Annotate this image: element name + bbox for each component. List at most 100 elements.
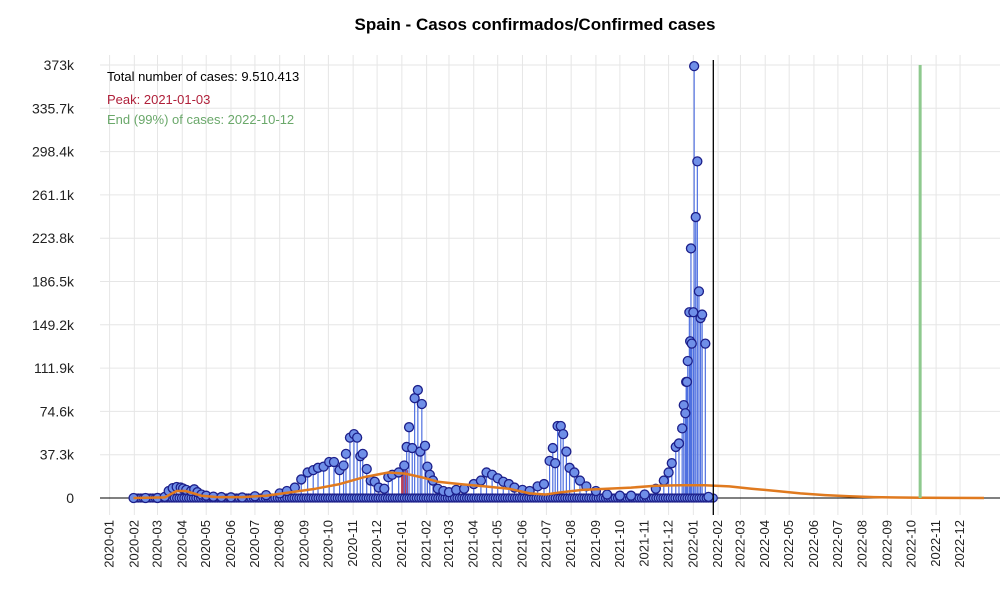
data-point <box>693 286 705 297</box>
data-point <box>296 474 307 485</box>
data-point <box>357 448 368 460</box>
x-tick-label: 2021-07 <box>538 520 553 568</box>
x-tick-label: 2020-05 <box>198 520 213 568</box>
x-axis-ticks: 2020-01 2020-02 2020-03 2020-04 2020-05 2020-… <box>102 520 967 568</box>
y-tick-label: 74.6k <box>40 403 75 419</box>
y-tick-label: 298.4k <box>32 144 75 160</box>
data-point <box>685 243 697 254</box>
data-point <box>681 376 693 388</box>
grid <box>100 55 1000 515</box>
y-tick-label: 373k <box>44 57 75 73</box>
x-tick-label: 2021-11 <box>637 520 652 567</box>
x-tick-label: 2020-04 <box>174 520 189 568</box>
data-stems <box>132 66 710 498</box>
fit-curve <box>133 471 985 500</box>
data-point <box>703 491 714 502</box>
x-tick-label: 2021-09 <box>588 520 603 568</box>
data-point <box>538 478 550 490</box>
x-tick-label: 2022-11 <box>928 520 943 567</box>
data-point <box>351 432 363 443</box>
x-tick-label: 2020-12 <box>369 520 384 568</box>
data-point <box>419 440 431 451</box>
x-tick-label: 2022-12 <box>952 520 967 568</box>
x-tick-label: 2022-04 <box>757 520 772 568</box>
data-point <box>678 399 689 411</box>
x-tick-label: 2021-03 <box>441 520 456 568</box>
data-point <box>550 458 561 469</box>
y-tick-label: 149.2k <box>32 317 75 333</box>
data-point <box>328 456 340 468</box>
data-point <box>666 458 677 469</box>
data-point <box>690 211 701 223</box>
x-tick-label: 2020-06 <box>223 520 238 568</box>
data-point <box>601 489 613 500</box>
data-point <box>475 475 487 486</box>
data-point <box>416 398 427 410</box>
chart-title: Spain - Casos confirmados/Confirmed case… <box>355 15 716 34</box>
x-tick-label: 2021-05 <box>490 520 505 568</box>
data-point <box>412 384 423 396</box>
data-point <box>677 423 688 434</box>
x-tick-label: 2021-10 <box>612 520 627 568</box>
x-tick-label: 2021-04 <box>466 520 481 568</box>
data-points <box>128 61 718 504</box>
data-point <box>558 429 569 440</box>
x-tick-label: 2021-02 <box>419 520 434 568</box>
data-point <box>682 355 693 367</box>
x-tick-label: 2021-08 <box>563 520 578 568</box>
y-tick-label: 37.3k <box>40 447 75 463</box>
y-tick-label: 223.8k <box>32 230 75 246</box>
data-point <box>403 422 415 433</box>
y-tick-label: 335.7k <box>32 100 75 116</box>
data-point <box>625 490 637 501</box>
data-point <box>340 448 352 460</box>
annotation-total: Total number of cases: 9.510.413 <box>107 69 299 84</box>
x-tick-label: 2022-05 <box>781 520 796 568</box>
data-point <box>673 438 685 449</box>
data-point <box>569 467 580 478</box>
x-tick-label: 2022-08 <box>855 520 870 568</box>
x-tick-label: 2020-01 <box>102 520 117 568</box>
data-point <box>547 442 558 454</box>
x-tick-label: 2020-08 <box>272 520 287 568</box>
data-point <box>361 463 372 475</box>
x-tick-label: 2020-10 <box>320 520 335 568</box>
data-point <box>399 460 410 471</box>
x-tick-label: 2022-03 <box>732 520 747 568</box>
y-tick-label: 186.5k <box>32 274 75 290</box>
data-point <box>663 467 674 478</box>
data-point <box>658 475 669 486</box>
data-point <box>688 61 700 72</box>
x-tick-label: 2022-06 <box>806 520 821 568</box>
data-point <box>574 475 586 486</box>
x-tick-label: 2020-03 <box>149 520 164 568</box>
x-tick-label: 2020-07 <box>247 520 262 568</box>
data-point <box>614 490 626 501</box>
x-tick-label: 2022-09 <box>879 520 894 568</box>
y-axis-ticks: 0 37.3k 74.6k 111.9k 149.2k 186.5k 223.8k 261.1… <box>32 57 75 506</box>
x-tick-label: 2022-07 <box>830 520 845 568</box>
data-point <box>338 460 349 471</box>
data-point <box>639 489 650 500</box>
fit-curve-group <box>133 471 985 500</box>
data-point <box>692 156 703 167</box>
annotation-peak: Peak: 2021-01-03 <box>107 92 210 107</box>
x-tick-label: 2021-12 <box>661 520 676 568</box>
data-point <box>379 483 390 494</box>
x-tick-label: 2020-02 <box>126 520 141 568</box>
x-tick-label: 2021-01 <box>394 520 409 568</box>
y-tick-label: 261.1k <box>32 187 75 203</box>
x-tick-label: 2020-09 <box>296 520 311 568</box>
data-point <box>680 408 691 419</box>
x-tick-label: 2021-06 <box>514 520 529 568</box>
y-tick-label: 0 <box>66 490 74 506</box>
data-point <box>696 309 708 320</box>
x-tick-label: 2022-02 <box>710 520 725 568</box>
data-point <box>700 338 711 349</box>
y-tick-label: 111.9k <box>34 360 75 376</box>
reference-lines <box>712 60 922 515</box>
data-point <box>686 338 697 349</box>
x-tick-label: 2020-11 <box>345 520 360 567</box>
x-tick-label: 2022-01 <box>685 520 700 568</box>
